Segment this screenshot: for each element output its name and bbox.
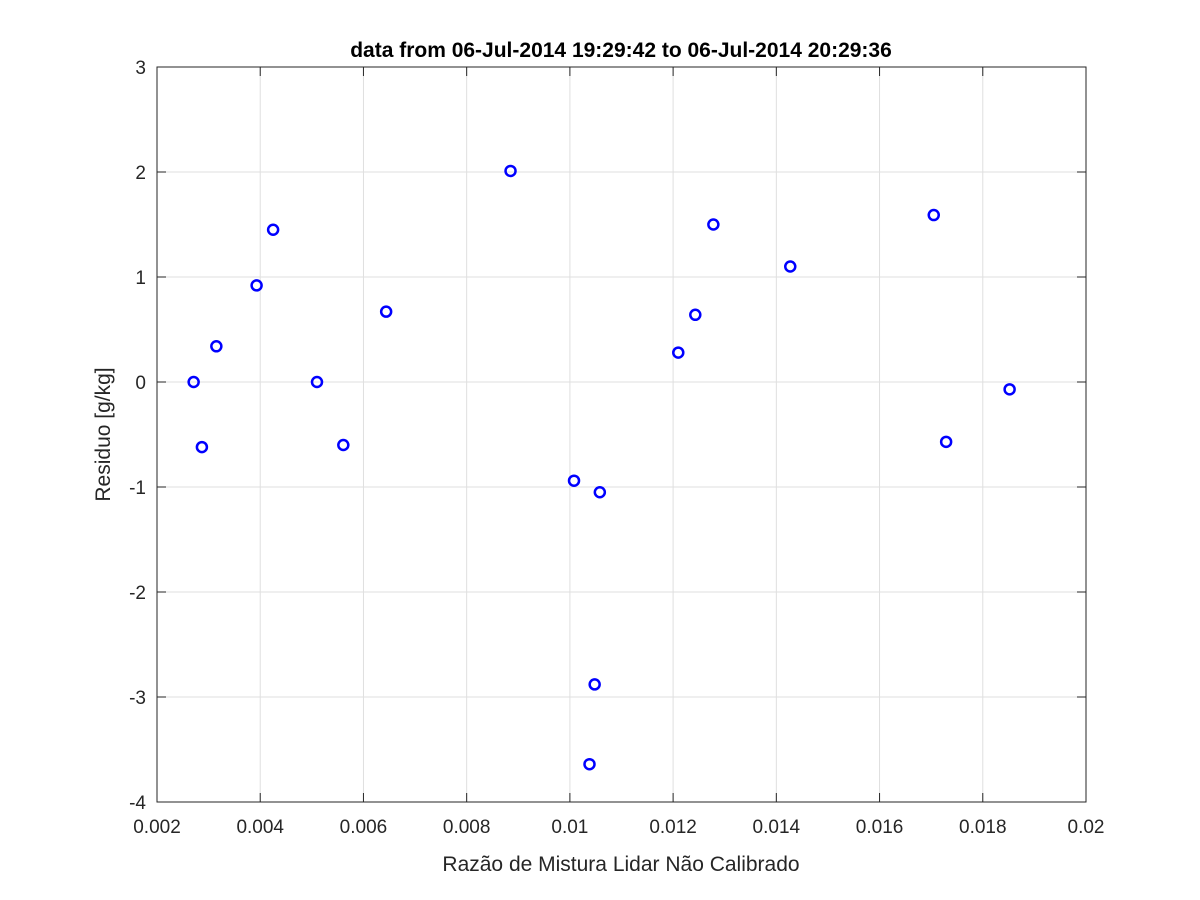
y-tick-label: -3: [129, 688, 146, 709]
data-point-marker: [187, 375, 200, 389]
x-tick-label: 0.014: [753, 817, 801, 838]
y-tick-label: -1: [129, 478, 146, 499]
x-tick-label: 0.01: [551, 817, 588, 838]
x-tick-label: 0.006: [340, 817, 388, 838]
data-point-marker: [195, 440, 209, 454]
x-tick-label: 0.002: [133, 817, 181, 838]
data-point-marker: [588, 678, 601, 691]
x-tick-label: 0.004: [236, 817, 284, 838]
ticks: [156, 66, 1087, 803]
data-point-marker: [1003, 383, 1016, 396]
data-point-marker: [689, 308, 702, 322]
data-point-marker: [210, 340, 223, 353]
x-tick-label: 0.018: [959, 817, 1007, 838]
data-point-marker: [504, 164, 517, 178]
axes-box: [156, 66, 1087, 803]
data-point-marker: [583, 757, 596, 771]
data-point-marker: [939, 435, 953, 449]
y-tick-label: 3: [135, 58, 146, 79]
data-points: [187, 164, 1016, 771]
x-axis-label: Razão de Mistura Lidar Não Calibrado: [442, 853, 799, 876]
data-point-marker: [672, 346, 685, 359]
data-point-marker: [266, 223, 280, 236]
data-point-marker: [784, 260, 797, 273]
plot-background: [157, 67, 1086, 802]
data-point-marker: [707, 218, 720, 231]
y-tick-label: -4: [129, 793, 146, 814]
data-point-marker: [250, 279, 263, 292]
x-tick-label: 0.016: [856, 817, 904, 838]
x-tick-label: 0.02: [1068, 817, 1105, 838]
y-axis-label: Residuo [g/kg]: [92, 367, 115, 501]
data-point-marker: [310, 375, 324, 389]
y-tick-label: 2: [135, 163, 146, 184]
data-point-marker: [337, 438, 350, 452]
data-point-marker: [927, 208, 940, 222]
y-tick-label: 0: [135, 373, 146, 394]
y-tick-label: -2: [129, 583, 146, 604]
x-tick-label: 0.012: [649, 817, 697, 838]
x-tick-label: 0.008: [443, 817, 491, 838]
tick-labels: 0.002 0.004 0.006 0.008 0.01 0.012 0.014 0.016 0…: [129, 58, 1104, 838]
data-point-marker: [593, 486, 607, 499]
y-tick-label: 1: [135, 268, 146, 289]
chart-title: data from 06-Jul-2014 19:29:42 to 06-Jul…: [350, 39, 892, 62]
data-point-marker: [379, 305, 393, 318]
data-point-marker: [567, 474, 581, 487]
